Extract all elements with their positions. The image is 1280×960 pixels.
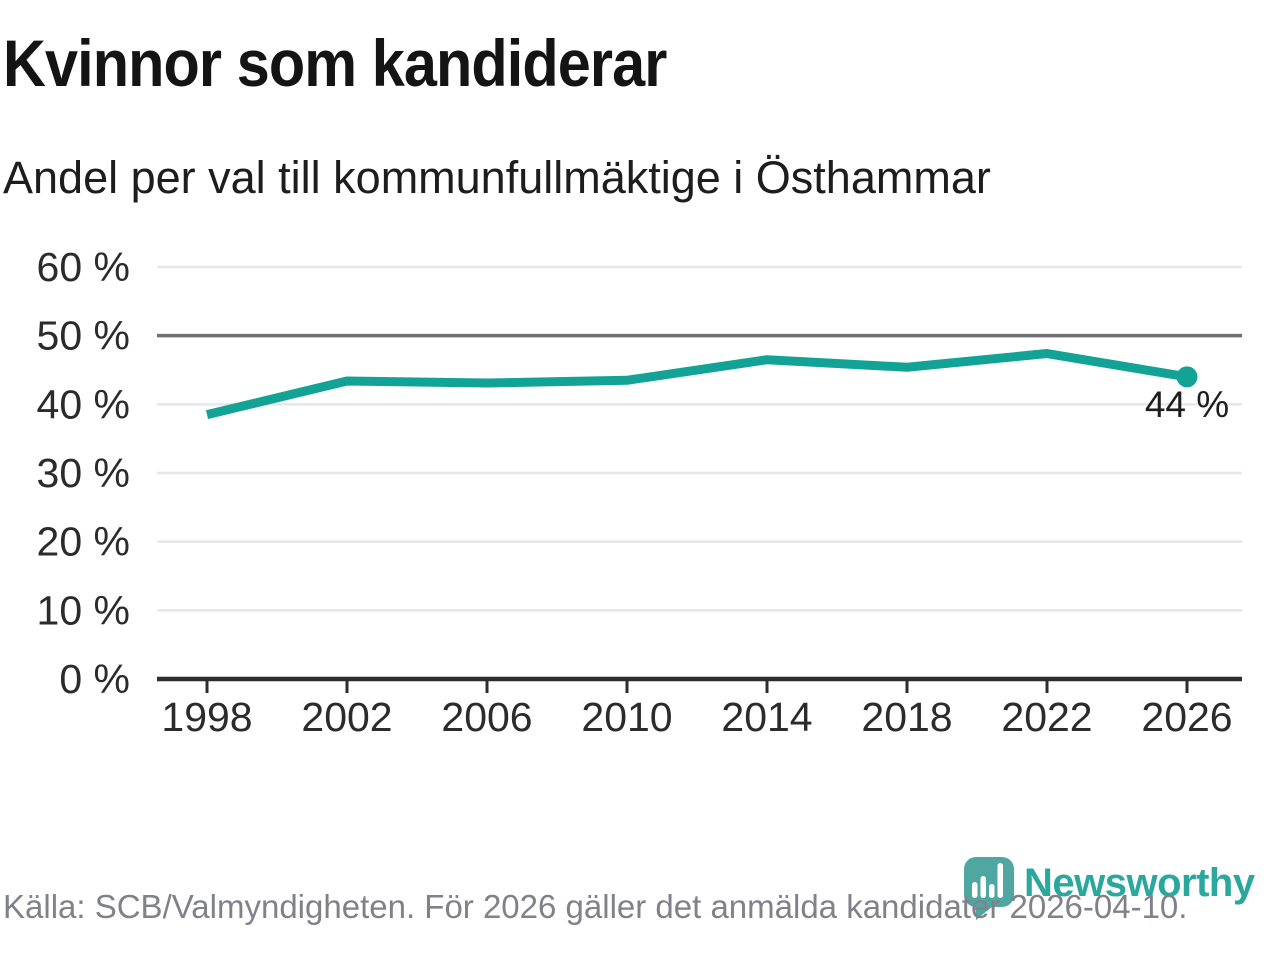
y-tick-label: 50 %	[37, 313, 130, 359]
x-tick-label: 2018	[861, 694, 952, 740]
y-tick-label: 10 %	[37, 587, 130, 633]
x-tick-label: 1998	[161, 694, 252, 740]
x-tick-label: 2002	[301, 694, 392, 740]
y-tick-label: 30 %	[37, 450, 130, 496]
x-tick-label: 2006	[441, 694, 532, 740]
newsworthy-logo: Newsworthy	[963, 856, 1255, 924]
chart-subtitle: Andel per val till kommunfullmäktige i Ö…	[3, 152, 991, 203]
x-tick-label: 2010	[581, 694, 672, 740]
data-point-marker	[1176, 366, 1198, 388]
y-tick-label: 20 %	[37, 519, 130, 565]
y-tick-label: 40 %	[37, 381, 130, 427]
data-line	[205, 349, 1188, 420]
chart-title: Kvinnor som kandiderar	[3, 26, 667, 100]
speech-bubble-bar-chart-icon	[964, 857, 1014, 920]
newsworthy-wordmark: Newsworthy	[1024, 861, 1255, 905]
source-note: Källa: SCB/Valmyndigheten. För 2026 gäll…	[3, 888, 1188, 925]
y-tick-label: 0 %	[59, 656, 130, 702]
last-value-label: 44 %	[1145, 384, 1229, 425]
x-tick-label: 2022	[1001, 694, 1092, 740]
x-tick-label: 2026	[1141, 694, 1232, 740]
x-tick-label: 2014	[721, 694, 812, 740]
y-tick-label: 60 %	[37, 244, 130, 290]
